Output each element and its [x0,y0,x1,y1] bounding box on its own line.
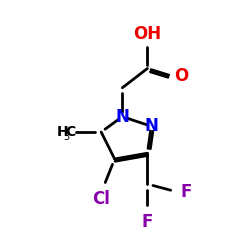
Text: H: H [57,125,68,139]
Text: O: O [174,67,188,85]
Text: 3: 3 [63,132,70,142]
Text: N: N [144,117,158,135]
Text: Cl: Cl [92,190,110,208]
Text: C: C [65,125,75,139]
Text: N: N [116,108,129,126]
Text: F: F [180,183,192,201]
Text: F: F [142,213,153,231]
Text: OH: OH [133,24,162,42]
